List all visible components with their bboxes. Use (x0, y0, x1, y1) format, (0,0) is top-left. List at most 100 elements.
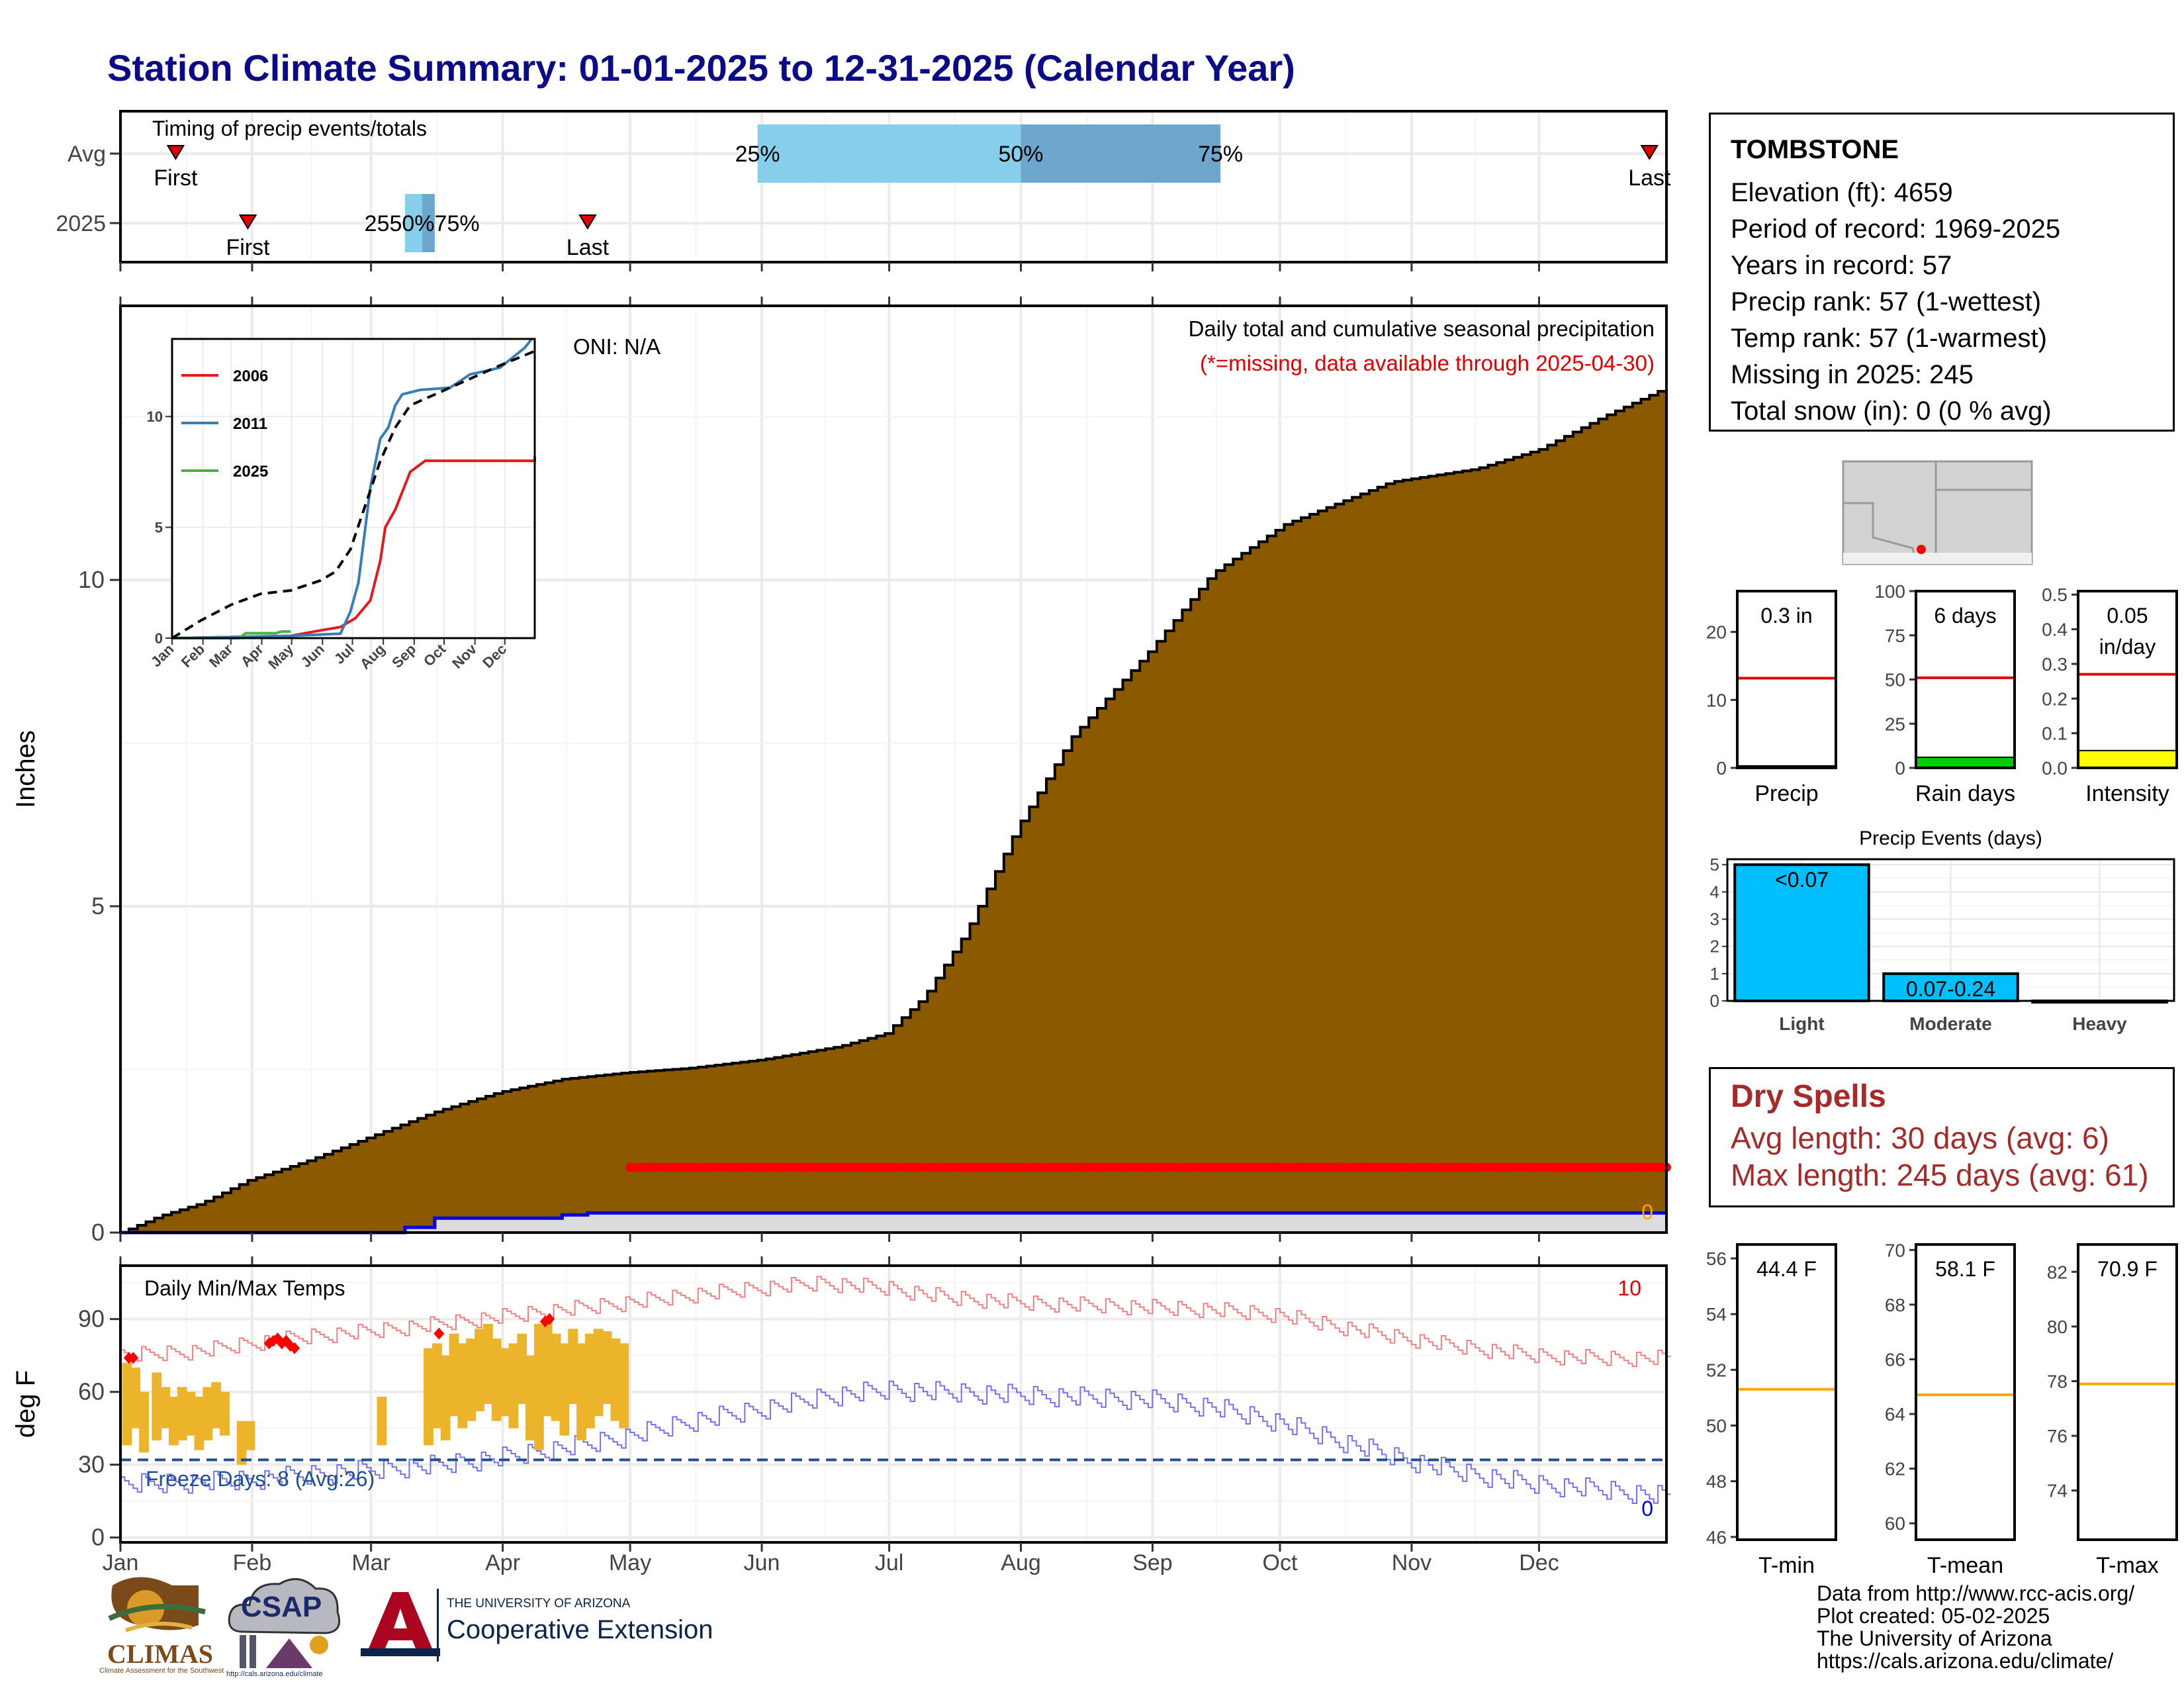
inset-x-tick-label: Jan (148, 641, 177, 670)
daily-temp-range-bar (211, 1382, 222, 1429)
month-tick-label: Nov (1392, 1550, 1432, 1575)
inset-x-tick-label: Oct (420, 640, 449, 669)
y-tick-label: 0 (91, 1524, 105, 1551)
month-tick-label: Jan (103, 1550, 139, 1575)
freeze-days-label: Freeze Days: 8 (Avg:26) (146, 1467, 375, 1491)
credit-plot-created: Plot created: 05-02-2025 (1817, 1604, 2050, 1628)
y-axis-label: Inches (11, 730, 40, 808)
y-tick-label: 4 (1710, 882, 1719, 902)
y-tick-label: 0 (1710, 991, 1719, 1011)
inset-x-tick-label: May (265, 640, 296, 672)
month-tick-label: Aug (1001, 1550, 1041, 1575)
daily-temp-range-bar (245, 1421, 255, 1450)
temps-panel-frame (119, 1264, 1668, 1544)
y-tick-label: 48 (1706, 1472, 1727, 1492)
timing-panel-frame (119, 110, 1668, 263)
cold-days-count: 0 (1641, 1497, 1653, 1521)
inset-legend-label: 2006 (233, 367, 268, 385)
y-tick-label: 2 (1710, 937, 1719, 957)
y-tick-label: 0 (91, 1219, 105, 1246)
obs-2025-area (120, 1213, 1666, 1233)
panel-frame (1915, 1243, 2016, 1541)
avg-max-temp-line (120, 1276, 1671, 1368)
timing-row-label: Avg (68, 142, 106, 167)
y-axis-label: deg F (11, 1370, 40, 1438)
station-period: Period of record: 1969-2025 (1731, 214, 2061, 244)
daily-temp-range-bar (500, 1348, 510, 1417)
y2025-range-50-75 (422, 194, 435, 252)
y-tick-label: 1 (1710, 964, 1719, 984)
inset-frame (171, 338, 536, 639)
station-elevation: Elevation (ft): 4659 (1731, 178, 1953, 207)
daily-temp-range-bar (551, 1333, 561, 1421)
y-tick-label: 70 (1885, 1240, 1905, 1260)
precip-events-title: Precip Events (days) (1859, 827, 2042, 849)
page-title: Station Climate Summary: 01-01-2025 to 1… (107, 47, 1295, 89)
station-missing: Missing in 2025: 245 (1731, 360, 1974, 389)
tmin-summary-chart: 46 48 50 52 54 56 44.4 F T-min (1706, 1243, 1837, 1578)
y-tick-label: 5 (91, 892, 105, 919)
y-tick-label: 46 (1706, 1527, 1727, 1548)
daily-temp-range-bar (576, 1343, 586, 1440)
ua-logo-big-text: Cooperative Extension (447, 1615, 713, 1644)
y-tick-label: 0.2 (2042, 688, 2068, 709)
y2025-last-label: Last (567, 235, 610, 260)
locator-map (1842, 460, 2033, 565)
daily-temp-range-bar (424, 1348, 433, 1446)
y-tick-label: 75 (1885, 626, 1905, 646)
climas-logo: CLIMAS Climate Assessment for the Southw… (99, 1572, 224, 1678)
avg-min-temp-line (120, 1380, 1671, 1504)
y-tick-label: 0.3 (2042, 654, 2068, 675)
station-info-box: TOMBSTONE Elevation (ft): 4659 Period of… (1709, 113, 2175, 432)
station-precip-rank: Precip rank: 57 (1-wettest) (1731, 287, 2042, 316)
daily-temp-range-bar (619, 1343, 629, 1429)
daily-temp-range-bar (457, 1343, 468, 1429)
x-axis-label: T-min (1758, 1553, 1815, 1578)
avg-p75-label: 75% (1198, 142, 1243, 167)
daily-temp-range-bar (130, 1368, 141, 1429)
value-label: 58.1 F (1935, 1257, 1995, 1281)
y2025-range-25-50 (404, 194, 422, 252)
csap-logo-url: http://cals.arizona.edu/climate (226, 1670, 323, 1678)
daily-temp-range-bar (440, 1355, 451, 1440)
daily-temp-range-bar (185, 1391, 196, 1436)
inset-x-tick-label: Nov (449, 640, 480, 672)
inset-y-tick-label: 0 (155, 630, 163, 647)
y-tick-label: 64 (1885, 1404, 1905, 1425)
climas-logo-subtext: Climate Assessment for the Southwest (99, 1667, 224, 1675)
inset-x-tick-label: Mar (206, 641, 236, 671)
panel-frame (2077, 590, 2178, 769)
oni-label: ONI: N/A (573, 334, 660, 359)
y-tick-label: 54 (1706, 1304, 1727, 1325)
value-label: 0.05 (2107, 604, 2148, 628)
map-border (1934, 461, 2032, 564)
csap-logo-text: CSAP (241, 1591, 322, 1623)
credit-url: https://cals.arizona.edu/climate/ (1817, 1649, 2114, 1673)
daily-temp-range-bar (194, 1397, 205, 1450)
timing-title: Timing of precip events/totals (152, 117, 427, 140)
y-tick-label: 60 (78, 1378, 105, 1405)
y-tick-label: 100 (1874, 581, 1905, 602)
daily-temp-range-bar (508, 1343, 519, 1429)
y-tick-label: 76 (2047, 1426, 2068, 1446)
daily-temp-range-bar (177, 1387, 187, 1440)
station-snow: Total snow (in): 0 (0 % avg) (1731, 397, 2052, 426)
daily-temp-range-bar (610, 1338, 621, 1421)
inset-x-tick-label: Feb (178, 641, 208, 671)
y-tick-label: 10 (78, 566, 105, 593)
y-tick-label: 50 (1885, 670, 1905, 690)
daily-temp-range-bar (122, 1362, 132, 1446)
y-tick-label: 60 (1885, 1513, 1905, 1534)
dry-spells-box: Dry Spells Avg length: 30 days (avg: 6) … (1709, 1067, 2175, 1207)
event-bar-label: 0.07-0.24 (1906, 977, 1995, 1001)
inset-x-tick-label: Apr (238, 641, 267, 671)
value-label-units: in/day (2099, 635, 2156, 659)
x-axis-label: T-mean (1927, 1553, 2003, 1578)
daily-temp-range-bar (593, 1329, 604, 1417)
daily-temp-range-bar (525, 1355, 535, 1440)
station-location-marker (1917, 545, 1926, 554)
daily-temp-range-bar (475, 1329, 484, 1411)
y-tick-label: 66 (1885, 1349, 1905, 1370)
credits: Data from http://www.rcc-acis.org/ Plot … (1817, 1582, 2134, 1672)
